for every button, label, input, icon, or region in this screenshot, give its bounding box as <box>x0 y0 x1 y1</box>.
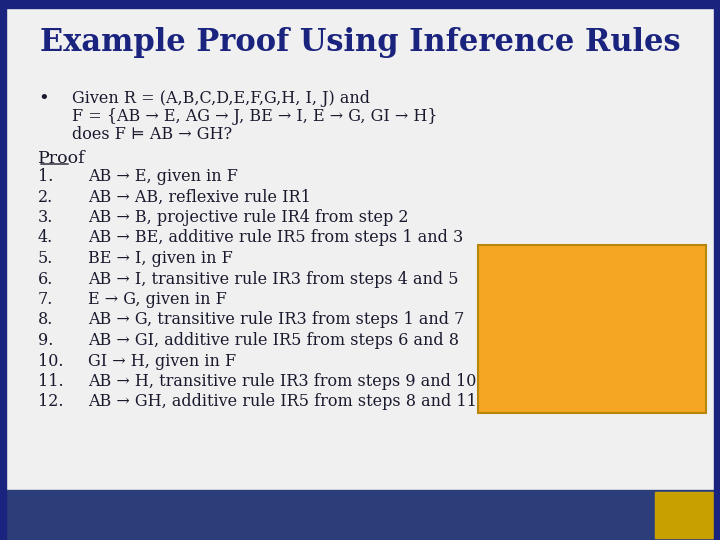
Text: 9.: 9. <box>38 332 53 349</box>
Text: 2.: 2. <box>38 188 53 206</box>
Text: Example Proof Using Inference Rules: Example Proof Using Inference Rules <box>40 26 680 57</box>
Text: •: • <box>38 90 49 108</box>
Text: AB → E, given in F: AB → E, given in F <box>88 168 238 185</box>
Text: AB → GH, additive rule IR5 from steps 8 and 11 - proven: AB → GH, additive rule IR5 from steps 8 … <box>88 394 549 410</box>
Text: 5.: 5. <box>38 250 53 267</box>
Text: Practice Problem: Practice Problem <box>486 263 619 277</box>
Text: 1.: 1. <box>38 168 53 185</box>
Text: Mark: Mark <box>580 505 614 519</box>
Text: 3.: 3. <box>38 209 53 226</box>
Text: 8.: 8. <box>38 312 53 328</box>
Text: Proof: Proof <box>38 150 86 167</box>
Text: Page 43: Page 43 <box>362 505 418 519</box>
Text: 12.: 12. <box>38 394 63 410</box>
Text: 10.: 10. <box>38 353 63 369</box>
Text: E → G, given in F: E → G, given in F <box>88 291 227 308</box>
Text: AB → AB, reflexive rule IR1: AB → AB, reflexive rule IR1 <box>88 188 311 206</box>
Text: AB → G, transitive rule IR3 from steps 1 and 7: AB → G, transitive rule IR3 from steps 1… <box>88 312 464 328</box>
Text: AB → H, transitive rule IR3 from steps 9 and 10: AB → H, transitive rule IR3 from steps 9… <box>88 373 477 390</box>
Text: AB → GI, additive rule IR5 from steps 6 and 8: AB → GI, additive rule IR5 from steps 6 … <box>88 332 459 349</box>
Text: 4.: 4. <box>38 230 53 246</box>
Text: that F ⊨ BE → H: that F ⊨ BE → H <box>486 306 608 320</box>
Text: COP 4710: Database Systems  (Chapter 19): COP 4710: Database Systems (Chapter 19) <box>18 505 357 519</box>
Text: 6.: 6. <box>38 271 53 287</box>
Text: AB → I, transitive rule IR3 from steps 4 and 5: AB → I, transitive rule IR3 from steps 4… <box>88 271 459 287</box>
Text: AB → B, projective rule IR4 from step 2: AB → B, projective rule IR4 from step 2 <box>88 209 408 226</box>
Text: does F ⊨ AB → GH?: does F ⊨ AB → GH? <box>72 126 232 143</box>
Text: Using the same set F, prove: Using the same set F, prove <box>486 289 692 303</box>
Text: GI → H, given in F: GI → H, given in F <box>88 353 236 369</box>
Text: Answer: on next page/: Answer: on next page/ <box>486 341 652 355</box>
Text: 11.: 11. <box>38 373 63 390</box>
Text: BE → I, given in F: BE → I, given in F <box>88 250 233 267</box>
Text: 7.: 7. <box>38 291 53 308</box>
Text: F = {AB → E, AG → J, BE → I, E → G, GI → H}: F = {AB → E, AG → J, BE → I, E → G, GI →… <box>72 108 438 125</box>
Text: AB → BE, additive rule IR5 from steps 1 and 3: AB → BE, additive rule IR5 from steps 1 … <box>88 230 463 246</box>
Text: Given R = (A,B,C,D,E,F,G,H, I, J) and: Given R = (A,B,C,D,E,F,G,H, I, J) and <box>72 90 370 107</box>
